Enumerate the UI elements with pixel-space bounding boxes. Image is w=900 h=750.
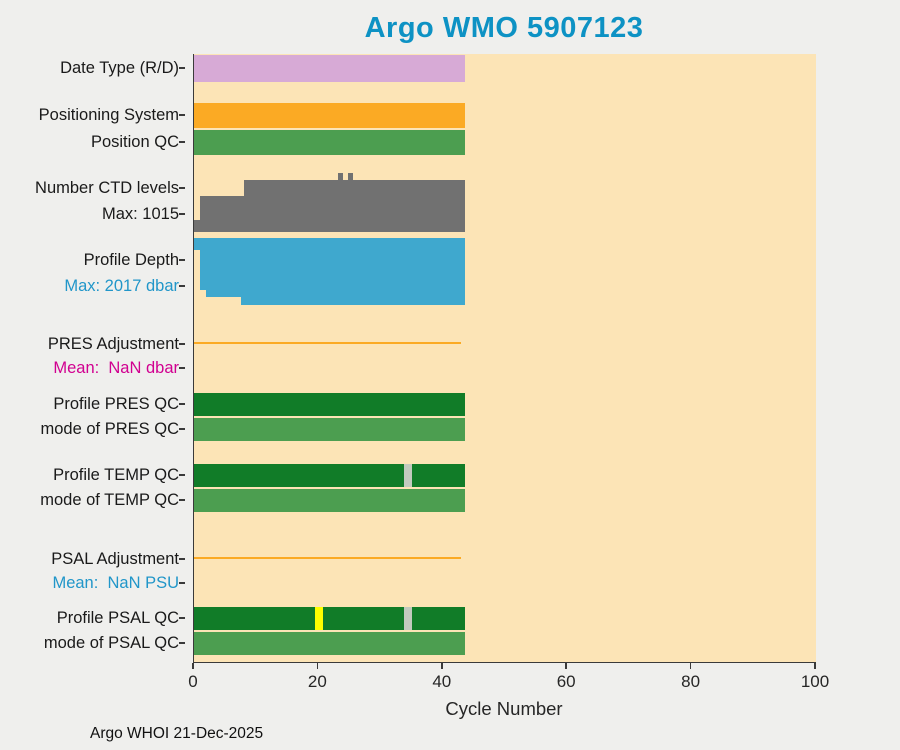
x-tick-label: 40 xyxy=(432,672,452,691)
overlay-profile_temp_qc xyxy=(404,464,413,487)
row-label-profile_psal_qc: Profile PSAL QC xyxy=(56,609,179,627)
overlay-profile_psal_qc xyxy=(314,607,324,630)
row-label-positioning_system: Positioning System xyxy=(38,106,179,124)
bar-profile_temp_qc xyxy=(194,464,466,487)
row-label-mode_psal_qc: mode of PSAL QC xyxy=(43,634,179,652)
row-label-mode_pres_qc: mode of PRES QC xyxy=(40,420,179,438)
row-label-ctd_levels: Number CTD levels xyxy=(35,179,179,197)
y-tick xyxy=(179,259,185,261)
bar-psal_adjustment xyxy=(194,557,462,559)
row-sublabel-profile_depth: Max: 2017 dbar xyxy=(64,277,179,295)
bar-profile_psal_qc xyxy=(194,607,466,630)
x-tick xyxy=(192,663,194,669)
bar-ctd_levels xyxy=(338,173,344,232)
x-tick-label: 60 xyxy=(556,672,576,691)
bar-ctd_levels xyxy=(200,196,244,232)
y-tick xyxy=(179,642,185,644)
y-tick xyxy=(179,343,185,345)
bar-ctd_levels xyxy=(343,180,349,232)
x-tick-label: 80 xyxy=(681,672,701,691)
x-tick xyxy=(689,663,692,669)
y-tick xyxy=(179,558,185,560)
y-tick xyxy=(179,499,185,501)
bar-mode_temp_qc xyxy=(194,489,466,512)
row-sublabel-ctd_levels: Max: 1015 xyxy=(101,205,179,223)
x-tick xyxy=(441,663,443,669)
row-label-profile_temp_qc: Profile TEMP QC xyxy=(53,466,179,484)
bar-mode_psal_qc xyxy=(194,632,466,655)
y-tick xyxy=(179,213,185,215)
y-tick xyxy=(179,114,185,116)
bar-profile_depth xyxy=(200,238,207,290)
x-axis-title: Cycle Number xyxy=(445,698,563,719)
row-label-profile_depth: Profile Depth xyxy=(83,251,179,269)
x-tick-label: 0 xyxy=(188,672,198,691)
bar-ctd_levels xyxy=(194,220,201,232)
bar-ctd_levels xyxy=(348,173,354,232)
row-label-profile_pres_qc: Profile PRES QC xyxy=(53,395,179,413)
row-label-pres_adjustment: PRES Adjustment xyxy=(47,335,179,353)
y-tick xyxy=(179,67,185,69)
row-label-position_qc: Position QC xyxy=(90,133,179,151)
row-sublabel-pres_adjustment: Mean: NaN dbar xyxy=(53,359,179,377)
x-axis: 0 20 40 60 80 100 xyxy=(188,663,829,703)
y-tick xyxy=(179,141,185,143)
x-tick xyxy=(565,663,567,669)
bar-position_qc xyxy=(194,130,466,155)
y-axis-labels: Date Type (R/D) Positioning System Positio… xyxy=(0,54,185,662)
plot-area xyxy=(193,54,816,663)
x-tick xyxy=(316,663,319,669)
bar-profile_depth xyxy=(240,238,466,305)
y-tick xyxy=(179,474,185,476)
y-tick xyxy=(179,285,185,287)
bar-profile_pres_qc xyxy=(194,393,466,416)
bar-ctd_levels xyxy=(243,180,339,232)
bar-ctd_levels xyxy=(353,180,466,232)
bar-pres_adjustment xyxy=(194,342,462,344)
bar-mode_pres_qc xyxy=(194,418,466,441)
x-tick-label: 100 xyxy=(800,672,830,691)
y-tick xyxy=(179,582,185,584)
bar-date_type xyxy=(194,55,466,82)
row-label-psal_adjustment: PSAL Adjustment xyxy=(51,550,179,568)
bar-profile_depth xyxy=(206,238,241,297)
bar-profile_depth xyxy=(194,238,201,250)
y-tick xyxy=(179,367,185,369)
y-tick xyxy=(179,428,185,430)
y-tick xyxy=(179,617,185,619)
x-tick xyxy=(814,663,816,669)
row-label-mode_temp_qc: mode of TEMP QC xyxy=(40,491,179,509)
chart-title: Argo WMO 5907123 xyxy=(364,12,644,44)
footer-text: Argo WHOI 21-Dec-2025 xyxy=(90,725,264,742)
overlay-profile_psal_qc xyxy=(404,607,413,630)
y-tick xyxy=(179,403,185,405)
bar-positioning_system xyxy=(194,103,466,128)
row-sublabel-psal_adjustment: Mean: NaN PSU xyxy=(52,574,179,592)
row-label-date_type: Date Type (R/D) xyxy=(60,59,179,77)
x-tick-label: 20 xyxy=(307,672,327,691)
y-tick xyxy=(179,187,185,189)
